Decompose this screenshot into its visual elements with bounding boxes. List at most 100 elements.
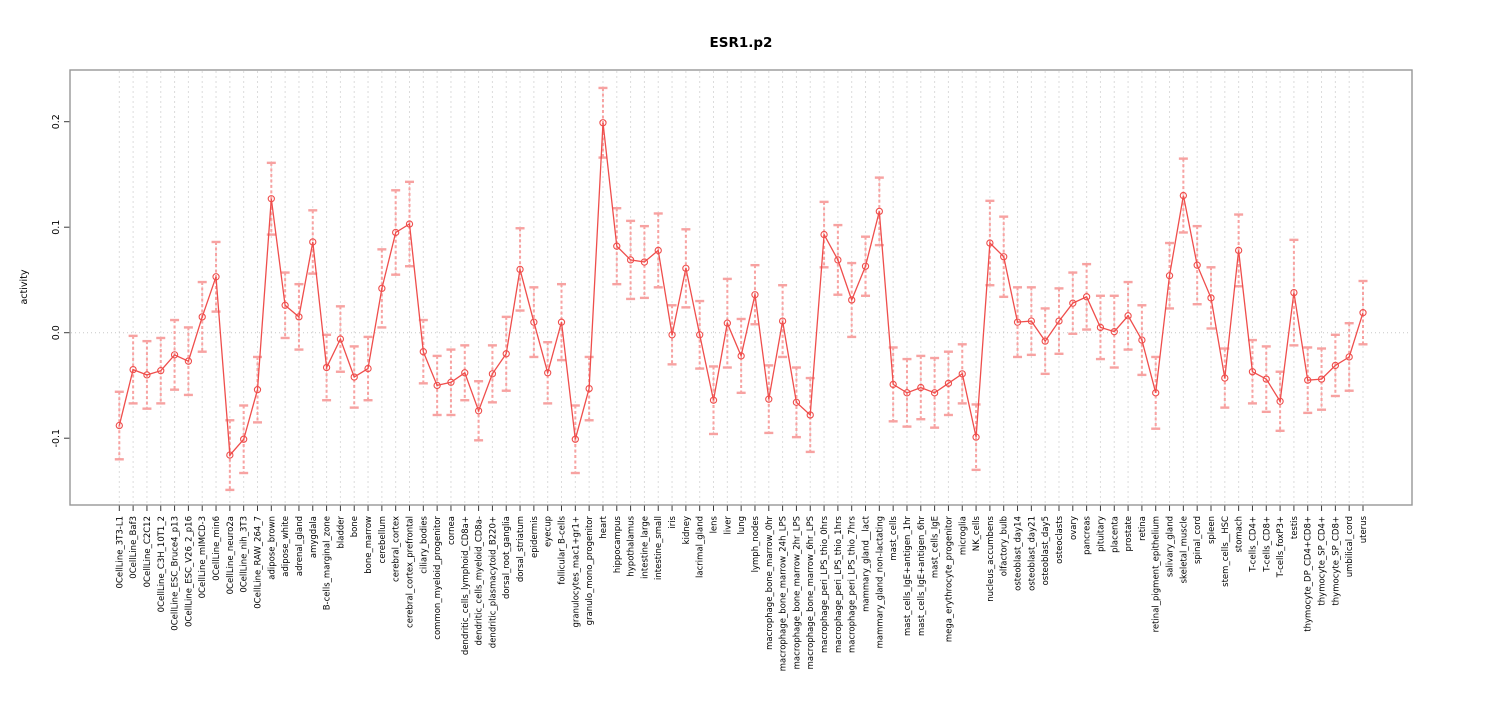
data-point-marker [143, 371, 151, 379]
data-point-marker [405, 220, 414, 228]
data-point-marker [1262, 375, 1270, 383]
x-tick-label: osteoclasts [1055, 515, 1065, 563]
data-point-marker [1000, 253, 1008, 261]
data-point-marker [1276, 397, 1284, 405]
data-point-marker [613, 242, 621, 250]
x-tick-label: thymocyte_SP_CD8+ [1331, 516, 1341, 606]
x-tick-label: intestine_large [640, 516, 650, 579]
data-point-marker [778, 317, 787, 325]
data-point-marker [198, 313, 206, 321]
x-tick-label: 0CellLine_RAW_264_7 [253, 516, 263, 609]
data-point-marker [875, 207, 883, 216]
x-tick-label: mast_cells_IgE [931, 516, 941, 578]
data-point-marker [737, 352, 745, 360]
data-point-marker [1345, 353, 1353, 361]
data-point-marker [1234, 246, 1243, 255]
x-tick-label: mammary_gland__lact [862, 515, 872, 612]
data-point-marker [433, 381, 441, 390]
x-tick-label: salivary_gland [1166, 516, 1176, 577]
y-axis-title: activity [19, 269, 30, 304]
data-point-marker [129, 365, 137, 374]
data-point-marker [1138, 336, 1146, 344]
x-tick-label: dendritic_cells_lymphoid_CD8a+ [461, 516, 471, 655]
x-tick-label: 0CellLine_C3H_10T1_2 [157, 516, 167, 612]
data-point-marker [1331, 361, 1340, 370]
data-point-marker [309, 238, 317, 246]
x-tick-label: follicular_B-cells [558, 515, 568, 584]
data-point-marker [792, 398, 801, 406]
data-point-marker [709, 396, 718, 404]
data-point-marker [640, 258, 649, 266]
data-point-marker [474, 407, 483, 415]
data-point-marker [1359, 309, 1367, 317]
x-tick-label: iris [668, 515, 678, 528]
data-point-marker [281, 301, 289, 309]
data-point-marker [1317, 375, 1326, 383]
x-tick-label: bladder [336, 515, 346, 548]
x-tick-label: common_myeloid_progenitor [433, 515, 443, 639]
y-tick-label: 0.0 [51, 325, 62, 340]
data-point-marker [751, 291, 759, 299]
x-tick-label: cerebellum [378, 516, 388, 563]
x-tick-label: osteoblast_day21 [1027, 516, 1037, 591]
data-point-marker [1221, 374, 1229, 382]
x-tick-label: dorsal_root_ganglia [502, 516, 512, 599]
x-tick-label: placenta [1110, 516, 1120, 553]
data-point-marker [986, 239, 994, 247]
data-point-marker [585, 384, 593, 393]
data-point-marker [530, 318, 538, 326]
data-point-marker [157, 367, 165, 375]
data-point-marker [212, 273, 220, 281]
series-polyline [118, 122, 1364, 457]
data-point-marker [1124, 312, 1132, 320]
x-tick-label: granulo_mono_progenitor [585, 515, 595, 625]
x-tick-label: stomach [1235, 516, 1245, 553]
data-point-marker [1013, 318, 1022, 326]
x-tick-label: macrophage_peri_LPS_thio_0hrs [820, 515, 830, 653]
x-tick-label: mast_cells_IgE+antigen_1hr [903, 515, 913, 636]
data-point-marker [834, 256, 842, 264]
x-tick-label: olfactory_bulb [1000, 516, 1010, 576]
x-tick-label: mast_cells_IgE+antigen_6hr [917, 515, 927, 636]
y-tick-label: -0.1 [51, 429, 62, 448]
data-point-marker [930, 389, 939, 397]
x-tick-label: macrophage_bone_marrow_2hr_LPS [792, 516, 802, 669]
x-tick-label: adipose_brown [267, 516, 277, 580]
data-point-marker [253, 386, 262, 394]
data-point-marker [848, 296, 856, 304]
data-point-marker [502, 350, 510, 358]
x-tick-label: spinal_cord [1193, 516, 1203, 564]
x-tick-label: nucleus_accumbens [986, 515, 996, 601]
x-tick-label: 0CellLine_3T3-L1 [115, 516, 125, 588]
x-tick-label: mammary_gland_non-lactating [875, 516, 885, 648]
x-tick-label: macrophage_peri_LPS_thio_1hrs [834, 515, 844, 653]
x-tick-label: 0CellLine_Baf3 [129, 516, 139, 579]
data-point-marker [226, 451, 234, 459]
x-tick-label: skeletal_muscle [1179, 516, 1189, 583]
x-tick-label: umbilical_cord [1345, 516, 1355, 577]
data-point-marker [1165, 272, 1174, 280]
data-point-marker [1207, 294, 1215, 302]
x-tick-label: cerebral_cortex [392, 516, 402, 582]
x-tick-label: lacrimal_gland [696, 516, 706, 578]
data-point-marker [1248, 368, 1257, 376]
x-tick-label: T-cells_CD8+ [1262, 516, 1272, 573]
x-tick-label: granulocytes_mac1+gr1+ [571, 516, 581, 628]
data-point-marker [115, 421, 123, 430]
data-point-marker [1110, 327, 1118, 336]
x-tick-label: lens [710, 515, 720, 533]
data-point-marker [1179, 191, 1188, 200]
data-point-marker [392, 228, 400, 237]
data-point-marker [544, 369, 552, 377]
x-tick-label: adipose_white [281, 516, 291, 577]
data-point-marker [723, 319, 731, 327]
x-tick-label: uterus [1359, 515, 1369, 543]
x-tick-label: eyecup [544, 516, 554, 547]
data-points [115, 119, 1367, 459]
x-tick-label: testis [1290, 515, 1300, 539]
x-tick-label: 0CellLine_neuro2a [226, 516, 236, 594]
data-point-marker [1055, 317, 1063, 325]
data-point-marker [889, 380, 897, 389]
